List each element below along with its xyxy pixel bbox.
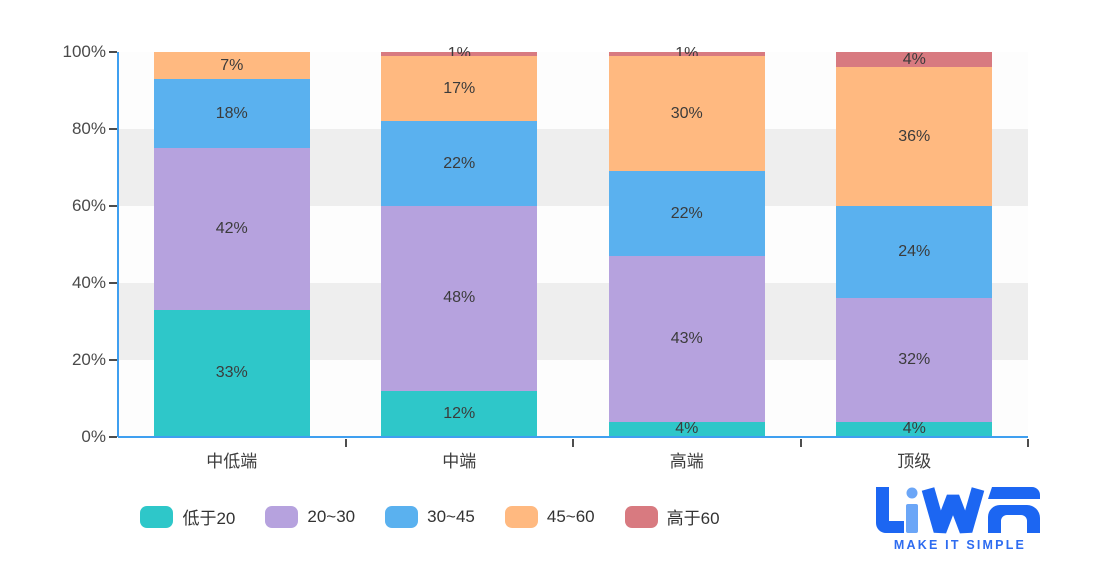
bar-segment-label: 22% xyxy=(670,204,703,222)
bar-segment-label: 42% xyxy=(215,220,248,238)
legend-swatch xyxy=(140,505,174,528)
legend-swatch xyxy=(504,505,538,528)
bar-segment-label: 30% xyxy=(670,104,703,122)
x-axis-tick xyxy=(1027,439,1029,447)
x-axis-category-label: 顶级 xyxy=(897,452,932,471)
legend-label: 高于60 xyxy=(666,509,720,528)
y-axis-labels: 100% 80% 60% 40% 20% 0% xyxy=(0,42,106,446)
y-axis-line xyxy=(117,52,119,437)
legend-label: 30~45 xyxy=(427,506,475,526)
legend-swatch xyxy=(624,505,658,528)
legend-item[interactable]: 30~45 xyxy=(385,505,475,528)
bar-segment[interactable]: 33% xyxy=(153,309,310,437)
bar-segment-label: 48% xyxy=(443,289,476,307)
bar-segment-label: 43% xyxy=(670,329,703,347)
y-axis-tick-label: 40% xyxy=(71,273,106,292)
bar-segment-label: 22% xyxy=(443,154,476,172)
legend-item[interactable]: 低于20 xyxy=(140,504,235,529)
y-axis-tick-label: 60% xyxy=(71,196,106,215)
x-axis-category-label: 高端 xyxy=(669,452,704,471)
bar-segment-label: 4% xyxy=(675,420,699,438)
bar-segment-label: 33% xyxy=(215,364,248,382)
stacked-bar: 33% 42% 18% 7% xyxy=(153,52,310,437)
bar-segment-label: 4% xyxy=(902,420,926,438)
legend-swatch xyxy=(265,505,299,528)
x-axis-labels: 中低端 中端 高端 顶级 xyxy=(118,447,1028,471)
plot-area: 33% 42% 18% 7% 12% 48% 22% 17% 1% 4% 43% 22% 30% 1% 4%… xyxy=(109,45,1029,447)
bar-segment-label: 18% xyxy=(215,104,248,122)
y-axis-tick xyxy=(109,359,117,361)
bar-segment[interactable]: 32% xyxy=(836,298,993,422)
bar-segment[interactable]: 43% xyxy=(608,256,765,422)
logo-tagline: MAKE IT SIMPLE xyxy=(893,538,1027,552)
bar-segment[interactable]: 4% xyxy=(836,50,993,68)
legend-label: 20~30 xyxy=(307,506,356,526)
bar-segment-label: 36% xyxy=(898,127,931,145)
bar-segment[interactable]: 24% xyxy=(836,206,993,299)
bar-segment[interactable]: 22% xyxy=(381,121,538,207)
bar-segment[interactable]: 4% xyxy=(836,420,993,438)
legend-label: 低于20 xyxy=(182,509,236,528)
bar-segment[interactable]: 7% xyxy=(153,52,310,79)
y-axis-tick-label: 100% xyxy=(62,42,106,61)
liwa-logo-mark xyxy=(876,487,1040,534)
stacked-bar: 4% 43% 22% 30% 1% xyxy=(608,45,765,438)
bar-segment[interactable]: 12% xyxy=(381,390,538,437)
y-axis-tick xyxy=(109,282,117,284)
x-axis-tick xyxy=(344,439,347,447)
x-axis-tick xyxy=(572,439,574,447)
x-axis-category-label: 中低端 xyxy=(206,452,258,471)
bar-segment-label: 32% xyxy=(898,351,931,369)
x-axis-category-label: 中端 xyxy=(442,452,477,471)
bar-segment[interactable]: 42% xyxy=(153,148,310,310)
legend-swatch xyxy=(385,505,419,528)
bar-segment[interactable]: 22% xyxy=(608,171,765,257)
y-axis-tick xyxy=(109,205,117,207)
bar-segment[interactable]: 17% xyxy=(381,55,538,122)
legend-item[interactable]: 20~30 xyxy=(265,505,356,528)
bar-segment[interactable]: 4% xyxy=(608,420,765,438)
liwa-logo: MAKE IT SIMPLE xyxy=(868,485,1052,552)
y-axis-tick-label: 80% xyxy=(71,119,106,138)
y-axis-tick-label: 0% xyxy=(81,427,106,446)
bar-segment-label: 4% xyxy=(902,50,926,68)
legend-label: 45~60 xyxy=(546,506,595,526)
stacked-bar: 4% 32% 24% 36% 4% xyxy=(836,50,993,438)
stacked-bar: 12% 48% 22% 17% 1% xyxy=(381,45,538,437)
bar-segment-label: 24% xyxy=(898,243,931,261)
x-axis-tick xyxy=(799,439,802,447)
bar-segment-label: 12% xyxy=(443,404,476,422)
x-axis-line xyxy=(118,436,1028,438)
legend-item[interactable]: 45~60 xyxy=(504,505,595,528)
y-axis-tick xyxy=(109,128,117,130)
bar-segment-label: 17% xyxy=(443,79,476,97)
y-axis-tick xyxy=(109,436,117,438)
legend-item[interactable]: 高于60 xyxy=(624,504,720,529)
bar-segment[interactable]: 30% xyxy=(608,55,765,172)
bar-segment[interactable]: 18% xyxy=(153,78,310,149)
y-axis-tick-label: 20% xyxy=(71,350,106,369)
bar-segment[interactable]: 48% xyxy=(381,206,538,391)
legend: 低于20 20~30 30~45 45~60 高于60 xyxy=(0,504,860,529)
bar-segment-label: 7% xyxy=(220,56,244,74)
bar-segment[interactable]: 36% xyxy=(836,67,993,207)
y-axis-tick xyxy=(109,51,117,53)
